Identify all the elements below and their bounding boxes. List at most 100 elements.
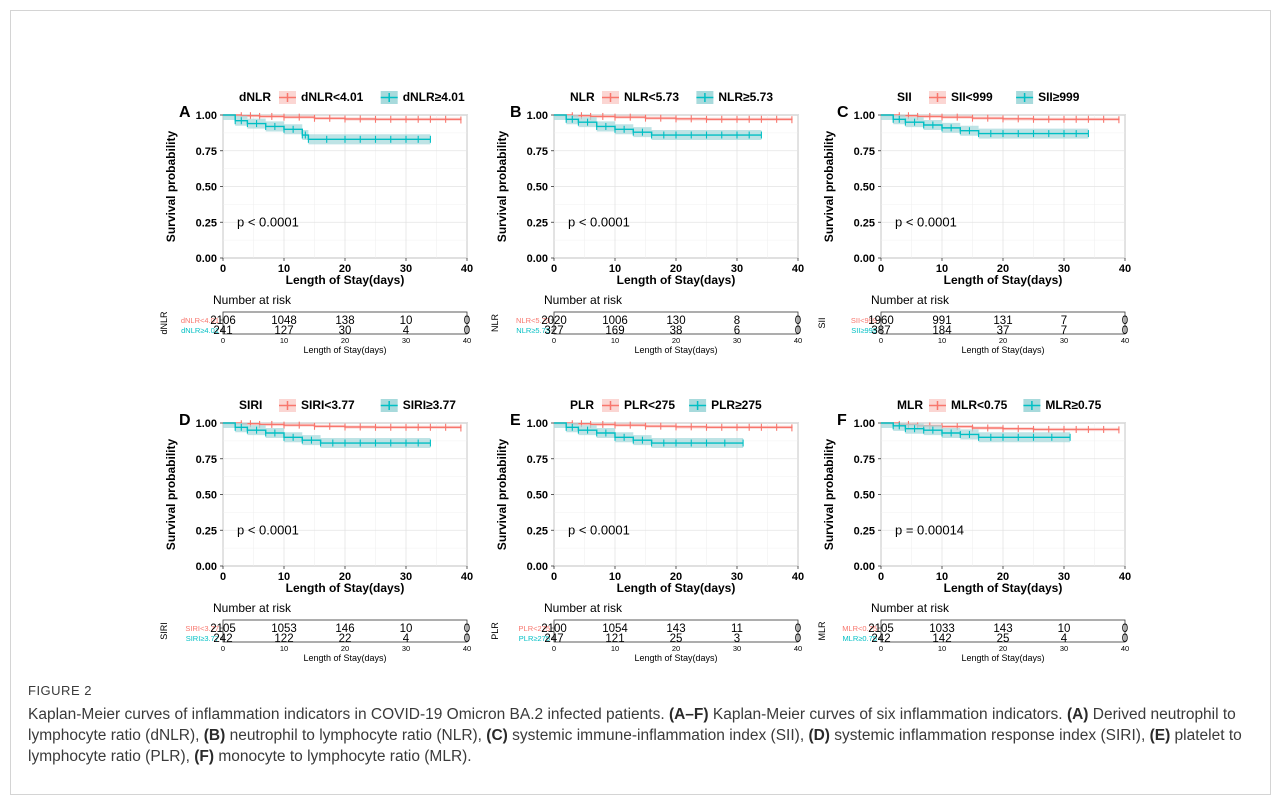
caption-segment: Kaplan-Meier curves of inflammation indi… xyxy=(28,706,669,723)
legend: MLR MLR<0.75 MLR≥0.75 xyxy=(897,398,1102,412)
risk-count: 10 xyxy=(400,315,413,327)
risk-count: 0 xyxy=(1122,633,1128,645)
risk-x-label: Length of Stay(days) xyxy=(303,653,386,663)
risk-count: 247 xyxy=(544,633,563,645)
y-tick-label: 0.50 xyxy=(196,490,217,502)
legend-label: NLR≥5.73 xyxy=(718,90,773,104)
risk-count: 11 xyxy=(731,623,743,635)
risk-row-label: SIRI<3.77 xyxy=(185,624,219,633)
risk-x-tick-label: 0 xyxy=(552,336,556,345)
risk-count: 121 xyxy=(605,633,624,645)
caption-panel-ref: (A–F) xyxy=(668,706,709,723)
caption-panel-ref: (A) xyxy=(1066,706,1089,723)
y-tick-label: 1.00 xyxy=(527,110,548,122)
caption-segment: platelet to lymphocyte ratio (PLR), xyxy=(28,727,1242,765)
x-tick-label: 10 xyxy=(278,263,290,275)
x-tick-label: 10 xyxy=(609,263,621,275)
y-tick-label: 0.75 xyxy=(854,454,875,466)
y-tick-label: 0.25 xyxy=(854,217,875,229)
figure-caption: FIGURE 2 Kaplan-Meier curves of inflamma… xyxy=(28,680,1258,767)
risk-x-tick-label: 30 xyxy=(402,336,410,345)
risk-count: 3 xyxy=(734,633,740,645)
y-axis-label: Survival probability xyxy=(495,438,509,550)
caption-panel-ref: (D) xyxy=(808,727,830,744)
x-axis-label: Length of Stay(days) xyxy=(617,273,736,287)
x-axis-label: Length of Stay(days) xyxy=(286,273,405,287)
legend-title: dNLR xyxy=(239,90,271,104)
y-tick-label: 0.50 xyxy=(854,490,875,502)
x-axis-label: Length of Stay(days) xyxy=(944,273,1063,287)
risk-x-tick-label: 0 xyxy=(221,644,225,653)
y-tick-label: 1.00 xyxy=(854,418,875,430)
y-tick-label: 0.75 xyxy=(527,146,548,158)
figure-frame: dNLR dNLR<4.01 dNLR≥4.01 A 0.00 0.25 0.50 0.75 1… xyxy=(10,10,1271,795)
caption-panel-ref: (F) xyxy=(194,748,215,765)
p-value: p < 0.0001 xyxy=(568,215,630,230)
panel-d: SIRI SIRI<3.77 SIRI≥3.77D0.000.250.500.751… xyxy=(159,398,473,663)
risk-x-tick-label: 40 xyxy=(1121,644,1129,653)
risk-table-title: Number at risk xyxy=(213,293,292,307)
y-tick-label: 1.00 xyxy=(196,110,217,122)
risk-row-label: NLR≥5.73 xyxy=(516,326,550,335)
risk-count: 241 xyxy=(213,325,232,337)
x-tick-label: 0 xyxy=(551,263,557,275)
risk-count: 30 xyxy=(339,325,352,337)
caption-segment: systemic inflammation response index (SI… xyxy=(829,727,1150,744)
risk-count: 0 xyxy=(795,315,801,327)
panel-b: NLR NLR<5.73 NLR≥5.73B0.000.250.500.751.00… xyxy=(490,90,804,355)
y-axis-label: Survival probability xyxy=(822,438,836,550)
risk-count: 38 xyxy=(670,325,683,337)
legend-label: SIRI≥3.77 xyxy=(403,398,457,412)
risk-x-tick-label: 10 xyxy=(938,644,946,653)
legend-title: SII xyxy=(897,90,912,104)
risk-count: 4 xyxy=(403,633,410,645)
y-tick-label: 1.00 xyxy=(854,110,875,122)
x-tick-label: 30 xyxy=(400,263,412,275)
risk-count: 2106 xyxy=(210,315,236,327)
y-tick-label: 0.25 xyxy=(196,525,217,537)
risk-count: 0 xyxy=(464,633,470,645)
y-axis-label: Survival probability xyxy=(164,130,178,242)
legend: dNLR dNLR<4.01 dNLR≥4.01 xyxy=(239,90,465,104)
risk-row-label: PLR<275 xyxy=(519,624,550,633)
x-tick-label: 10 xyxy=(936,571,948,583)
risk-row-label: MLR<0.75 xyxy=(842,624,877,633)
risk-count: 130 xyxy=(666,315,685,327)
x-tick-label: 40 xyxy=(461,263,473,275)
y-tick-label: 0.50 xyxy=(527,490,548,502)
risk-row-label: PLR≥275 xyxy=(519,634,550,643)
risk-count: 22 xyxy=(339,633,352,645)
risk-table-title: Number at risk xyxy=(544,601,623,615)
risk-x-tick-label: 30 xyxy=(733,336,741,345)
legend: NLR NLR<5.73 NLR≥5.73 xyxy=(570,90,773,104)
caption-segment: Derived neutrophil to lymphocyte ratio (… xyxy=(28,706,1236,744)
panel-letter: F xyxy=(837,412,847,429)
x-tick-label: 40 xyxy=(461,571,473,583)
risk-x-tick-label: 10 xyxy=(280,644,288,653)
legend-label: MLR≥0.75 xyxy=(1045,398,1101,412)
risk-count: 10 xyxy=(1058,623,1071,635)
panel-f: MLR MLR<0.75 MLR≥0.75F0.000.250.500.751.00… xyxy=(817,398,1131,663)
risk-count: 0 xyxy=(1122,325,1128,337)
risk-table-box xyxy=(553,311,799,335)
x-tick-label: 0 xyxy=(220,571,226,583)
p-value: p < 0.0001 xyxy=(895,215,957,230)
risk-count: 0 xyxy=(1122,315,1128,327)
risk-count: 1048 xyxy=(271,315,297,327)
risk-count: 1053 xyxy=(271,623,297,635)
x-tick-label: 0 xyxy=(878,571,884,583)
risk-x-tick-label: 10 xyxy=(611,644,619,653)
y-tick-label: 0.25 xyxy=(527,525,548,537)
risk-count: 122 xyxy=(274,633,293,645)
risk-count: 143 xyxy=(666,623,685,635)
risk-count: 0 xyxy=(795,623,801,635)
risk-count: 4 xyxy=(1061,633,1068,645)
risk-count: 1960 xyxy=(868,315,894,327)
legend-title: PLR xyxy=(570,398,594,412)
legend-title: MLR xyxy=(897,398,923,412)
x-tick-label: 0 xyxy=(878,263,884,275)
risk-x-tick-label: 0 xyxy=(221,336,225,345)
risk-count: 0 xyxy=(795,325,801,337)
p-value: p < 0.0001 xyxy=(568,523,630,538)
